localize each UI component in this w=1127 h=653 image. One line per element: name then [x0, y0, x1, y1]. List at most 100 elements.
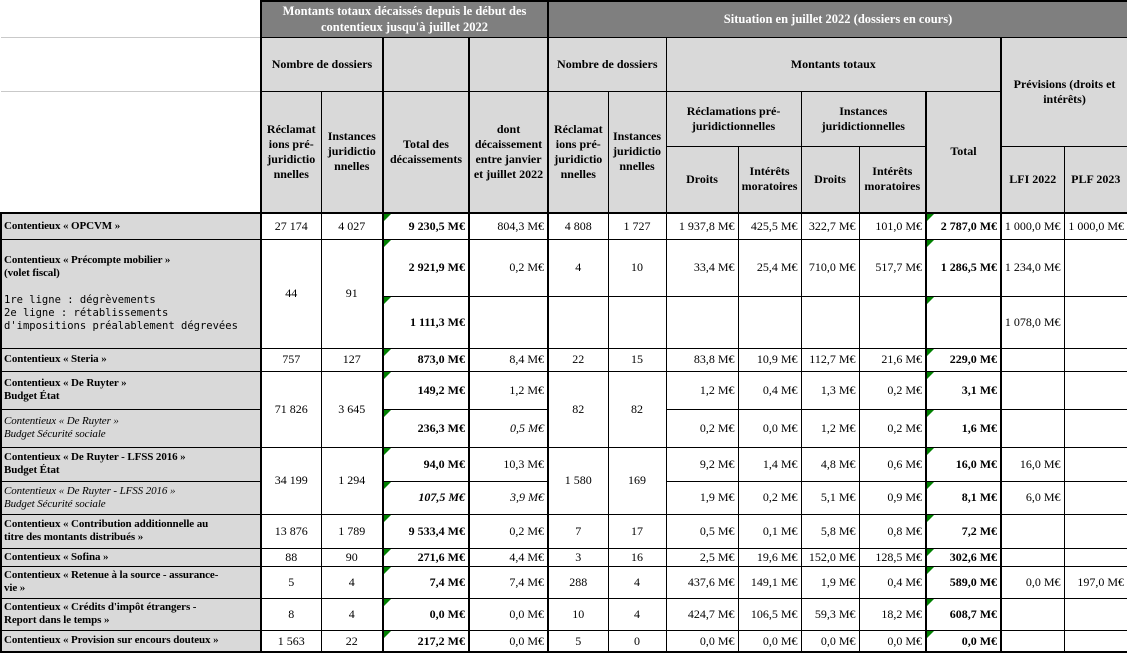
retenue-total-dec-cell[interactable]: 7,4 M€ [382, 565, 470, 599]
sofina-label-cell[interactable]: Contentieux « Sofina » [0, 547, 262, 567]
retenue-dont-cell[interactable]: 7,4 M€ [468, 565, 550, 599]
header-instances-count-left[interactable]: Instances juridictio nnelles [320, 90, 384, 214]
lfss-a-total-dec-cell[interactable]: 94,0 M€ [382, 446, 470, 482]
opcvm-lfi-cell[interactable]: 1 000,0 M€ [1000, 212, 1065, 240]
contribution-droits-recl-cell[interactable]: 0,5 M€ [665, 513, 739, 549]
credits-interets-inst-cell[interactable]: 18,2 M€ [858, 597, 927, 631]
header-dont-decaissement[interactable]: dont décaissement entre janvier et juill… [468, 90, 550, 214]
opcvm-recl-right-cell[interactable]: 4 808 [547, 212, 609, 240]
lfss-inst-right-cell[interactable]: 169 [607, 446, 667, 515]
lfss-b-droits-recl-cell[interactable]: 1,9 M€ [665, 480, 739, 515]
credits-interets-recl-cell[interactable]: 106,5 M€ [737, 597, 802, 631]
lfss-a-lfi-cell[interactable]: 16,0 M€ [1000, 446, 1065, 482]
lfss-recl-left-cell[interactable]: 34 199 [260, 446, 322, 515]
sofina-inst-left-cell[interactable]: 90 [320, 547, 384, 567]
lfss-b-total-dec-cell[interactable]: 107,5 M€ [382, 480, 470, 515]
precompte-b-dont-cell[interactable] [468, 295, 550, 349]
lfss-a-interets-recl-cell[interactable]: 1,4 M€ [737, 446, 802, 482]
retenue-total-cell[interactable]: 589,0 M€ [925, 565, 1003, 599]
deruyter-inst-left-cell[interactable]: 3 645 [320, 370, 384, 448]
lfss-inst-left-cell[interactable]: 1 294 [320, 446, 384, 515]
deruyter-b-interets-recl-cell[interactable]: 0,0 M€ [737, 408, 802, 448]
precompte-a-droits-inst-cell[interactable]: 710,0 M€ [800, 238, 860, 297]
steria-inst-left-cell[interactable]: 127 [320, 347, 384, 372]
deruyter-a-total-cell[interactable]: 3,1 M€ [925, 370, 1003, 410]
deruyter-recl-left-cell[interactable]: 71 826 [260, 370, 322, 448]
retenue-recl-left-cell[interactable]: 5 [260, 565, 322, 599]
lfss-b-plf-cell[interactable] [1063, 480, 1127, 515]
provision-recl-right-cell[interactable]: 5 [547, 629, 609, 653]
steria-recl-right-cell[interactable]: 22 [547, 347, 609, 372]
sofina-total-dec-cell[interactable]: 271,6 M€ [382, 547, 470, 567]
header-plf-2023[interactable]: PLF 2023 [1063, 145, 1127, 214]
header-droits-reclamations[interactable]: Droits [665, 145, 739, 214]
retenue-lfi-cell[interactable]: 0,0 M€ [1000, 565, 1065, 599]
lfss-a-label-cell[interactable]: Contentieux « De Ruyter - LFSS 2016 » Bu… [0, 446, 262, 482]
contribution-dont-cell[interactable]: 0,2 M€ [468, 513, 550, 549]
steria-recl-left-cell[interactable]: 757 [260, 347, 322, 372]
header-montants-totaux[interactable]: Montants totaux [665, 36, 1003, 92]
sofina-recl-left-cell[interactable]: 88 [260, 547, 322, 567]
contribution-total-cell[interactable]: 7,2 M€ [925, 513, 1003, 549]
precompte-b-lfi-cell[interactable]: 1 078,0 M€ [1000, 295, 1065, 349]
precompte-b-droits-inst-cell[interactable] [800, 295, 860, 349]
credits-droits-inst-cell[interactable]: 59,3 M€ [800, 597, 860, 631]
credits-total-cell[interactable]: 608,7 M€ [925, 597, 1003, 631]
header-group-decaisses[interactable]: Montants totaux décaissés depuis le débu… [259, 0, 550, 38]
sofina-droits-inst-cell[interactable]: 152,0 M€ [800, 547, 860, 567]
sofina-total-cell[interactable]: 302,6 M€ [925, 547, 1003, 567]
sofina-dont-cell[interactable]: 4,4 M€ [468, 547, 550, 567]
precompte-b-interets-inst-cell[interactable] [858, 295, 927, 349]
opcvm-plf-cell[interactable]: 1 000,0 M€ [1063, 212, 1127, 240]
deruyter-b-droits-recl-cell[interactable]: 0,2 M€ [665, 408, 739, 448]
deruyter-b-total-cell[interactable]: 1,6 M€ [925, 408, 1003, 448]
steria-lfi-cell[interactable] [1000, 347, 1065, 372]
deruyter-a-total-dec-cell[interactable]: 149,2 M€ [382, 370, 470, 410]
steria-interets-recl-cell[interactable]: 10,9 M€ [737, 347, 802, 372]
retenue-inst-right-cell[interactable]: 4 [607, 565, 667, 599]
lfss-b-lfi-cell[interactable]: 6,0 M€ [1000, 480, 1065, 515]
contribution-recl-right-cell[interactable]: 7 [547, 513, 609, 549]
deruyter-inst-right-cell[interactable]: 82 [607, 370, 667, 448]
header-nombre-dossiers-right[interactable]: Nombre de dossiers [547, 36, 667, 92]
credits-dont-cell[interactable]: 0,0 M€ [468, 597, 550, 631]
opcvm-label-cell[interactable]: Contentieux « OPCVM » [0, 212, 262, 240]
provision-inst-right-cell[interactable]: 0 [607, 629, 667, 653]
deruyter-b-interets-inst-cell[interactable]: 0,2 M€ [858, 408, 927, 448]
contribution-total-dec-cell[interactable]: 9 533,4 M€ [382, 513, 470, 549]
contribution-inst-right-cell[interactable]: 17 [607, 513, 667, 549]
header-reclamations-count-left[interactable]: Réclamat ions pré- juridictio nnelles [260, 90, 322, 214]
sofina-plf-cell[interactable] [1063, 547, 1127, 567]
lfss-a-total-cell[interactable]: 16,0 M€ [925, 446, 1003, 482]
steria-droits-recl-cell[interactable]: 83,8 M€ [665, 347, 739, 372]
precompte-b-total-dec-cell[interactable]: 1 111,3 M€ [382, 295, 470, 349]
credits-inst-left-cell[interactable]: 4 [320, 597, 384, 631]
precompte-a-interets-inst-cell[interactable]: 517,7 M€ [858, 238, 927, 297]
deruyter-b-droits-inst-cell[interactable]: 1,2 M€ [800, 408, 860, 448]
steria-dont-cell[interactable]: 8,4 M€ [468, 347, 550, 372]
header-total[interactable]: Total [925, 90, 1003, 214]
lfss-a-droits-inst-cell[interactable]: 4,8 M€ [800, 446, 860, 482]
precompte-a-inst-right-cell[interactable]: 10 [607, 238, 667, 297]
deruyter-b-total-dec-cell[interactable]: 236,3 M€ [382, 408, 470, 448]
credits-recl-right-cell[interactable]: 10 [547, 597, 609, 631]
opcvm-droits-recl-cell[interactable]: 1 937,8 M€ [665, 212, 739, 240]
deruyter-a-lfi-cell[interactable] [1000, 370, 1065, 410]
contribution-droits-inst-cell[interactable]: 5,8 M€ [800, 513, 860, 549]
sofina-inst-right-cell[interactable]: 16 [607, 547, 667, 567]
deruyter-a-droits-recl-cell[interactable]: 1,2 M€ [665, 370, 739, 410]
provision-recl-left-cell[interactable]: 1 563 [260, 629, 322, 653]
provision-droits-inst-cell[interactable]: 0,0 M€ [800, 629, 860, 653]
header-group-situation[interactable]: Situation en juillet 2022 (dossiers en c… [547, 0, 1127, 38]
deruyter-b-label-cell[interactable]: Contentieux « De Ruyter » Budget Sécurit… [0, 408, 262, 448]
provision-label-cell[interactable]: Contentieux « Provision sur encours dout… [0, 629, 262, 653]
lfss-b-total-cell[interactable]: 8,1 M€ [925, 480, 1003, 515]
sofina-interets-recl-cell[interactable]: 19,6 M€ [737, 547, 802, 567]
opcvm-recl-left-cell[interactable]: 27 174 [260, 212, 322, 240]
opcvm-droits-inst-cell[interactable]: 322,7 M€ [800, 212, 860, 240]
header-instances-group[interactable]: Instances juridictionnelles [800, 90, 927, 147]
steria-droits-inst-cell[interactable]: 112,7 M€ [800, 347, 860, 372]
contribution-interets-recl-cell[interactable]: 0,1 M€ [737, 513, 802, 549]
deruyter-recl-right-cell[interactable]: 82 [547, 370, 609, 448]
retenue-plf-cell[interactable]: 197,0 M€ [1063, 565, 1127, 599]
